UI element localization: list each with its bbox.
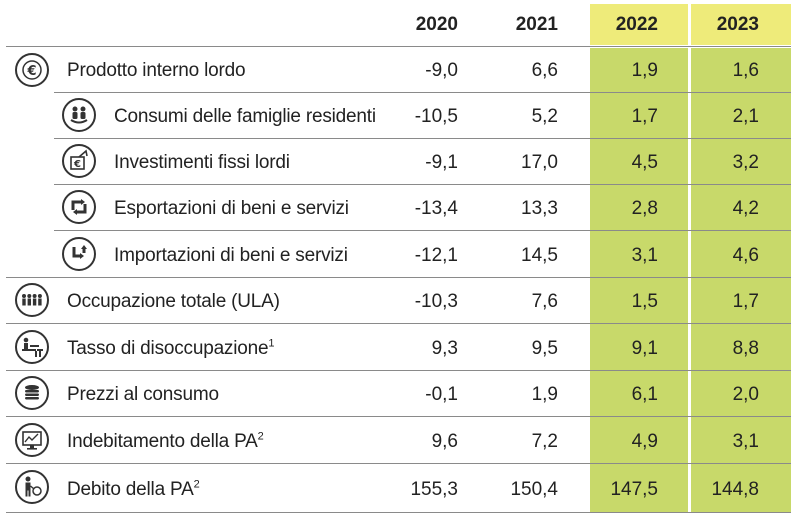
footer-rule [6,512,791,513]
table-row: Indebitamento della PA2 9,6 7,2 4,9 3,1 [0,417,799,463]
value-2022: 147,5 [610,479,658,500]
value-2022: 1,5 [631,291,658,312]
table-row: € Investimenti fissi lordi -9,1 17,0 4,5… [0,139,799,184]
header-rule [6,46,791,47]
value-2023: 1,7 [732,291,759,312]
footnote-marker: 2 [193,478,200,491]
row-label: Occupazione totale (ULA) [67,291,280,312]
unemployment-icon [15,330,49,364]
row-rule [54,92,791,93]
value-2020: -0,1 [425,384,458,405]
year-2023-header-highlight [691,4,791,45]
value-2023: 2,1 [732,106,759,127]
table-row: Occupazione totale (ULA) -10,3 7,6 1,5 1… [0,278,799,323]
import-icon [62,237,96,271]
value-2021: 1,9 [531,384,558,405]
row-label: Indebitamento della PA2 [67,430,264,452]
value-2020: 9,3 [431,338,458,359]
value-2020: -12,1 [414,245,458,266]
family-icon [62,98,96,132]
euro-icon: € [15,53,49,87]
table-row: € Prodotto interno lordo -9,0 6,6 1,9 1,… [0,48,799,92]
value-2021: 6,6 [531,60,558,81]
value-2023: 3,2 [732,152,759,173]
value-2021: 5,2 [531,106,558,127]
value-2022: 3,1 [631,245,658,266]
value-2023: 8,8 [732,338,759,359]
table-row: Esportazioni di beni e servizi -13,4 13,… [0,185,799,230]
row-rule [6,416,791,417]
row-label: Tasso di disoccupazione1 [67,337,275,359]
value-2020: -9,1 [425,152,458,173]
value-2022: 4,9 [631,431,658,452]
value-2021: 14,5 [521,245,558,266]
value-2022: 2,8 [631,198,658,219]
value-2020: -13,4 [414,198,458,219]
svg-text:€: € [26,64,36,79]
row-label: Prodotto interno lordo [67,60,246,81]
year-header: 2022 [615,14,658,35]
row-rule [6,323,791,324]
footnote-marker: 2 [257,430,264,443]
export-icon [62,190,96,224]
person-debt-icon [15,470,49,504]
table-row: Consumi delle famiglie residenti -10,5 5… [0,93,799,138]
coins-icon [15,376,49,410]
value-2023: 4,2 [732,198,759,219]
row-rule [6,463,791,464]
value-2021: 7,6 [531,291,558,312]
value-2020: -10,5 [414,106,458,127]
value-2023: 4,6 [732,245,759,266]
value-2022: 4,5 [631,152,658,173]
row-label: Prezzi al consumo [67,384,219,405]
value-2020: -9,0 [425,60,458,81]
value-2023: 2,0 [732,384,759,405]
year-2022-header-highlight [590,4,688,45]
year-header: 2023 [716,14,759,35]
value-2020: -10,3 [414,291,458,312]
table-header: 2020 2021 2022 2023 [0,4,799,45]
row-rule [54,138,791,139]
row-label: Debito della PA2 [67,478,200,500]
table-row: Prezzi al consumo -0,1 1,9 6,1 2,0 [0,371,799,416]
year-header: 2020 [415,14,458,35]
value-2023: 1,6 [732,60,759,81]
footnote-marker: 1 [268,337,275,350]
value-2020: 9,6 [431,431,458,452]
row-rule [54,230,791,231]
people-icon [15,283,49,317]
row-rule [54,184,791,185]
value-2021: 13,3 [521,198,558,219]
value-2022: 6,1 [631,384,658,405]
value-2021: 7,2 [531,431,558,452]
value-2021: 9,5 [531,338,558,359]
row-rule [6,277,791,278]
svg-text:€: € [73,159,81,170]
value-2022: 9,1 [631,338,658,359]
row-label: Esportazioni di beni e servizi [114,198,349,219]
table-row: Importazioni di beni e servizi -12,1 14,… [0,231,799,277]
value-2022: 1,9 [631,60,658,81]
value-2023: 144,8 [711,479,759,500]
table-row: Debito della PA2 155,3 150,4 147,5 144,8 [0,464,799,512]
investment-icon: € [62,144,96,178]
year-header: 2021 [515,14,558,35]
value-2021: 17,0 [521,152,558,173]
row-label: Investimenti fissi lordi [114,152,290,173]
row-rule [6,370,791,371]
table-row: Tasso di disoccupazione1 9,3 9,5 9,1 8,8 [0,324,799,370]
year-2022-column-highlight [590,48,688,513]
row-label: Importazioni di beni e servizi [114,245,348,266]
value-2023: 3,1 [732,431,759,452]
value-2021: 150,4 [510,479,558,500]
value-2020: 155,3 [410,479,458,500]
year-2023-column-highlight [691,48,791,513]
monitor-chart-icon [15,423,49,457]
row-label: Consumi delle famiglie residenti [114,106,376,127]
value-2022: 1,7 [631,106,658,127]
